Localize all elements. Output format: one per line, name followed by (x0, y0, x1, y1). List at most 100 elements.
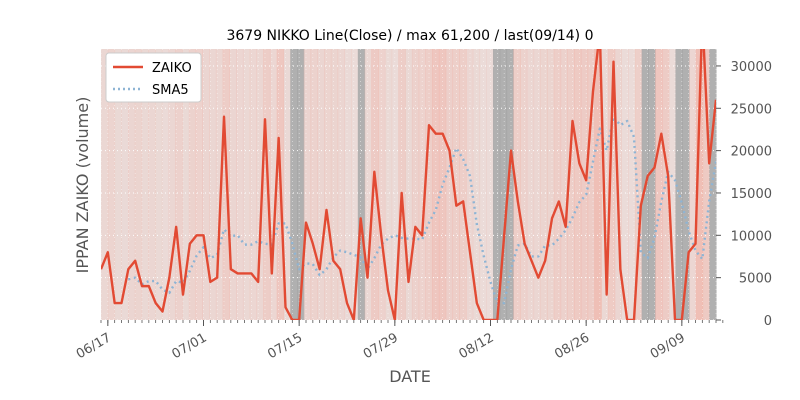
shade-band (337, 49, 345, 320)
x-tick-label: 06/17 (74, 330, 114, 362)
shade-band (675, 49, 683, 320)
shade-band (209, 49, 217, 320)
shade-band (499, 49, 508, 320)
shade-band (465, 49, 474, 320)
shade-band (101, 49, 109, 320)
shade-band (425, 49, 433, 320)
shade-band (175, 49, 183, 320)
x-tick-label: 07/15 (265, 330, 305, 362)
shade-band (540, 49, 548, 320)
legend-zaiko-label: ZAIKO (152, 61, 192, 76)
x-tick-label: 09/09 (648, 330, 688, 362)
shade-band (398, 49, 406, 320)
shade-band (574, 49, 582, 320)
legend: ZAIKO SMA5 (105, 52, 202, 103)
shade-band (492, 49, 501, 320)
shade-band (215, 49, 224, 320)
shade-band (128, 49, 136, 320)
shade-band (438, 49, 447, 320)
y-axis: 0 5000 10000 15000 20000 25000 30000 (716, 60, 772, 329)
shade-band (242, 49, 251, 320)
series-layer (101, 49, 716, 320)
shade-band (533, 49, 541, 320)
shade-band (121, 49, 129, 320)
shade-band (303, 49, 312, 320)
shade-band (195, 49, 203, 320)
shade-band (357, 49, 366, 320)
shade-band (168, 49, 176, 320)
shade-band (182, 49, 190, 320)
series-line-zaiko (101, 49, 716, 320)
y-tick-label: 0 (764, 314, 772, 329)
shade-band (506, 49, 514, 320)
shade-band (472, 49, 481, 320)
shade-band (114, 49, 122, 320)
shade-band (364, 49, 372, 320)
shade-band (648, 49, 656, 320)
shade-band (486, 49, 494, 320)
shade-band (661, 49, 670, 320)
y-axis-title: IPPAN ZAIKO (volume) (73, 97, 92, 274)
shade-band (351, 49, 359, 320)
plot-area (100, 49, 724, 321)
shade-band (567, 49, 575, 320)
shade-band (236, 49, 244, 320)
shade-band (520, 49, 528, 320)
shade-band (668, 49, 677, 320)
x-axis-title: DATE (389, 367, 431, 386)
y-tick-label: 25000 (731, 102, 772, 117)
shade-band (452, 49, 460, 320)
x-tick-label: 07/29 (361, 330, 401, 362)
shade-band (418, 49, 426, 320)
shade-band (283, 49, 291, 320)
shade-band (324, 49, 332, 320)
shade-band (134, 49, 143, 320)
shade-band (269, 49, 278, 320)
x-tick-label: 07/01 (170, 330, 210, 362)
shade-band (526, 49, 535, 320)
shade-band (155, 49, 163, 320)
shade-band (688, 49, 697, 320)
chart-title: 3679 NIKKO Line(Close) / max 61,200 / la… (226, 28, 593, 44)
shade-band (161, 49, 170, 320)
x-tick-label: 08/12 (457, 330, 497, 362)
y-tick-label: 30000 (731, 60, 772, 75)
x-tick-label: 08/26 (552, 330, 592, 362)
shade-band (628, 49, 636, 320)
legend-sma-label: SMA5 (152, 83, 189, 98)
series-line-sma5 (128, 115, 716, 305)
shade-band (580, 49, 589, 320)
shade-band (249, 49, 258, 320)
shade-band (391, 49, 399, 320)
shade-band (513, 49, 521, 320)
shade-band (310, 49, 318, 320)
shade-band (229, 49, 237, 320)
shade-band (634, 49, 643, 320)
shade-band (148, 49, 156, 320)
shade-band (141, 49, 149, 320)
shade-band (560, 49, 568, 320)
x-axis: 06/17 07/01 07/15 07/29 08/12 08/26 09/09 (74, 320, 724, 362)
y-tick-label: 5000 (739, 272, 772, 287)
shade-band (256, 49, 264, 320)
y-tick-label: 20000 (731, 145, 772, 160)
shade-band (621, 49, 629, 320)
shade-band (330, 49, 339, 320)
shade-band (296, 49, 305, 320)
shade-band (695, 49, 704, 320)
shade-band (432, 49, 440, 320)
y-tick-label: 15000 (731, 187, 772, 202)
shade-band (405, 49, 413, 320)
shade-band (445, 49, 454, 320)
y-tick-label: 10000 (731, 229, 772, 244)
shade-band (655, 49, 663, 320)
shade-band (317, 49, 325, 320)
shade-band (290, 49, 298, 320)
shade-band (553, 49, 562, 320)
shade-band (607, 49, 616, 320)
shade-band (378, 49, 386, 320)
shade-band (594, 49, 602, 320)
shade-band (682, 49, 690, 320)
shade-band (702, 49, 710, 320)
